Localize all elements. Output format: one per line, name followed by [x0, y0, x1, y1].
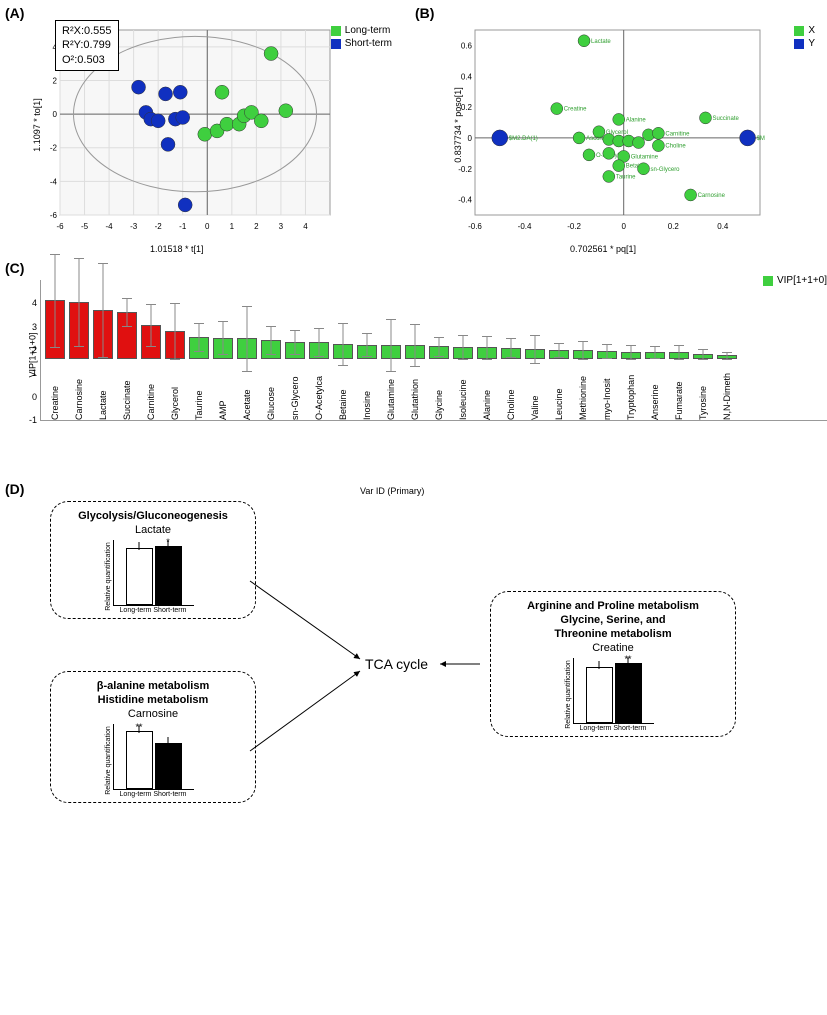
- row-ab: (A) R²X:0.555 R²Y:0.799 O²:0.503 Long-te…: [10, 10, 827, 240]
- vip-bar-chart: VIP[1+1+0] -101234CreatineCarnosineLacta…: [40, 280, 827, 421]
- legend-swatch-long: [331, 26, 341, 36]
- panel-c: (C) VIP[1+1+0] VIP[1+1+0] -101234Creatin…: [10, 280, 827, 421]
- svg-text:0: 0: [468, 134, 473, 143]
- svg-text:Choline: Choline: [665, 144, 686, 150]
- legend-swatch-y: [794, 39, 804, 49]
- vip-bars-area: -101234CreatineCarnosineLactateSuccinate…: [40, 280, 827, 421]
- beta-ylabel: Relative quantification: [104, 726, 111, 795]
- svg-text:-5: -5: [81, 222, 89, 231]
- r2y: R²Y:0.799: [62, 38, 112, 52]
- svg-text:Lactate: Lactate: [591, 39, 611, 45]
- svg-text:-4: -4: [50, 177, 58, 186]
- arginine-box: Arginine and Proline metabolism Glycine,…: [490, 591, 736, 737]
- svg-text:1: 1: [230, 222, 235, 231]
- svg-text:-4: -4: [106, 222, 114, 231]
- svg-text:Carnitine: Carnitine: [665, 131, 690, 137]
- svg-text:-0.2: -0.2: [567, 222, 581, 231]
- glycolysis-metabolite: Lactate: [63, 524, 243, 536]
- o2: O²:0.503: [62, 53, 112, 67]
- legend-short-label: Short-term: [345, 38, 392, 49]
- r2x: R²X:0.555: [62, 24, 112, 38]
- svg-text:0.2: 0.2: [668, 222, 680, 231]
- legend-short-term: Short-term: [331, 38, 392, 49]
- arg-title3: Threonine metabolism: [503, 628, 723, 640]
- svg-text:$M2.DA(1): $M2.DA(1): [509, 136, 538, 142]
- svg-text:-2: -2: [155, 222, 163, 231]
- legend-swatch-short: [331, 39, 341, 49]
- legend-x: X: [794, 25, 815, 36]
- svg-text:Creatine: Creatine: [564, 107, 587, 113]
- svg-text:Succinate: Succinate: [712, 116, 739, 122]
- svg-text:-0.2: -0.2: [458, 165, 472, 174]
- svg-text:2: 2: [53, 76, 58, 85]
- svg-text:Taurine: Taurine: [616, 174, 636, 180]
- panel-a-legend: Long-term Short-term: [331, 25, 392, 51]
- beta-xlabels: Long-term Short-term: [63, 791, 243, 798]
- arginine-barchart: Relative quantification **: [573, 658, 654, 724]
- legend-y-label: Y: [808, 38, 815, 49]
- glycolysis-title: Glycolysis/Gluconeogenesis: [63, 510, 243, 522]
- svg-text:0.4: 0.4: [717, 222, 729, 231]
- glycolysis-barchart: Relative quantification *: [113, 540, 194, 606]
- svg-text:4: 4: [303, 222, 308, 231]
- arg-xlabels: Long-term Short-term: [503, 725, 723, 732]
- glycolysis-ylabel: Relative quantification: [104, 542, 111, 611]
- beta-metabolite: Carnosine: [63, 708, 243, 720]
- svg-text:-1: -1: [179, 222, 187, 231]
- svg-text:-6: -6: [50, 211, 58, 220]
- panel-b-legend: X Y: [794, 25, 815, 51]
- svg-text:-0.6: -0.6: [468, 222, 482, 231]
- svg-text:sn-Glycero: sn-Glycero: [651, 167, 681, 173]
- panel-b-xlabel: 0.702561 * pq[1]: [570, 244, 636, 254]
- legend-long-term: Long-term: [331, 25, 392, 36]
- legend-x-label: X: [808, 25, 815, 36]
- panel-c-label: (C): [5, 260, 24, 276]
- tca-label: TCA cycle: [365, 656, 428, 672]
- svg-text:0: 0: [53, 110, 58, 119]
- svg-text:-6: -6: [56, 222, 64, 231]
- panel-d: (D) Glycolysis/Gluconeogenesis Lactate R…: [10, 501, 827, 851]
- svg-text:$M2.DA(2): $M2.DA(2): [757, 136, 765, 142]
- panel-b-scatter: -0.6-0.4-0.200.20.4-0.4-0.200.20.40.6$M2…: [445, 25, 765, 235]
- legend-y: Y: [794, 38, 815, 49]
- arg-ylabel: Relative quantification: [564, 660, 571, 729]
- panel-d-label: (D): [5, 481, 24, 497]
- legend-long-label: Long-term: [345, 25, 391, 36]
- beta-title2: Histidine metabolism: [63, 694, 243, 706]
- beta-barchart: Relative quantification **: [113, 724, 194, 790]
- panel-a: (A) R²X:0.555 R²Y:0.799 O²:0.503 Long-te…: [10, 10, 390, 240]
- svg-text:2: 2: [254, 222, 259, 231]
- figure-root: (A) R²X:0.555 R²Y:0.799 O²:0.503 Long-te…: [10, 10, 827, 851]
- svg-text:Glutamine: Glutamine: [631, 154, 659, 160]
- arg-title2: Glycine, Serine, and: [503, 614, 723, 626]
- svg-text:0: 0: [621, 222, 626, 231]
- svg-text:Alanine: Alanine: [626, 117, 647, 123]
- panel-c-xlabel: Var ID (Primary): [360, 486, 424, 496]
- svg-text:0.4: 0.4: [461, 72, 473, 81]
- svg-text:3: 3: [279, 222, 284, 231]
- arg-title1: Arginine and Proline metabolism: [503, 600, 723, 612]
- beta-alanine-box: β-alanine metabolism Histidine metabolis…: [50, 671, 256, 803]
- svg-text:-2: -2: [50, 144, 58, 153]
- panel-b-ylabel: 0.837734 * poso[1]: [453, 87, 463, 163]
- svg-text:Carnosine: Carnosine: [698, 193, 726, 199]
- panel-a-label: (A): [5, 5, 24, 21]
- arg-metabolite: Creatine: [503, 642, 723, 654]
- panel-b-label: (B): [415, 5, 434, 21]
- glycolysis-box: Glycolysis/Gluconeogenesis Lactate Relat…: [50, 501, 256, 619]
- svg-text:-0.4: -0.4: [458, 196, 472, 205]
- panel-a-ylabel: 1.1097 * to[1]: [32, 98, 42, 152]
- beta-title1: β-alanine metabolism: [63, 680, 243, 692]
- panel-b: (B) X Y -0.6-0.4-0.200.20.4-0.4-0.200.20…: [420, 10, 800, 240]
- svg-text:0.6: 0.6: [461, 41, 473, 50]
- svg-text:-0.4: -0.4: [518, 222, 532, 231]
- legend-swatch-x: [794, 26, 804, 36]
- stats-box: R²X:0.555 R²Y:0.799 O²:0.503: [55, 20, 119, 71]
- svg-text:0: 0: [205, 222, 210, 231]
- glycolysis-xlabels: Long-term Short-term: [63, 607, 243, 614]
- svg-text:-3: -3: [130, 222, 138, 231]
- panel-a-xlabel: 1.01518 * t[1]: [150, 244, 204, 254]
